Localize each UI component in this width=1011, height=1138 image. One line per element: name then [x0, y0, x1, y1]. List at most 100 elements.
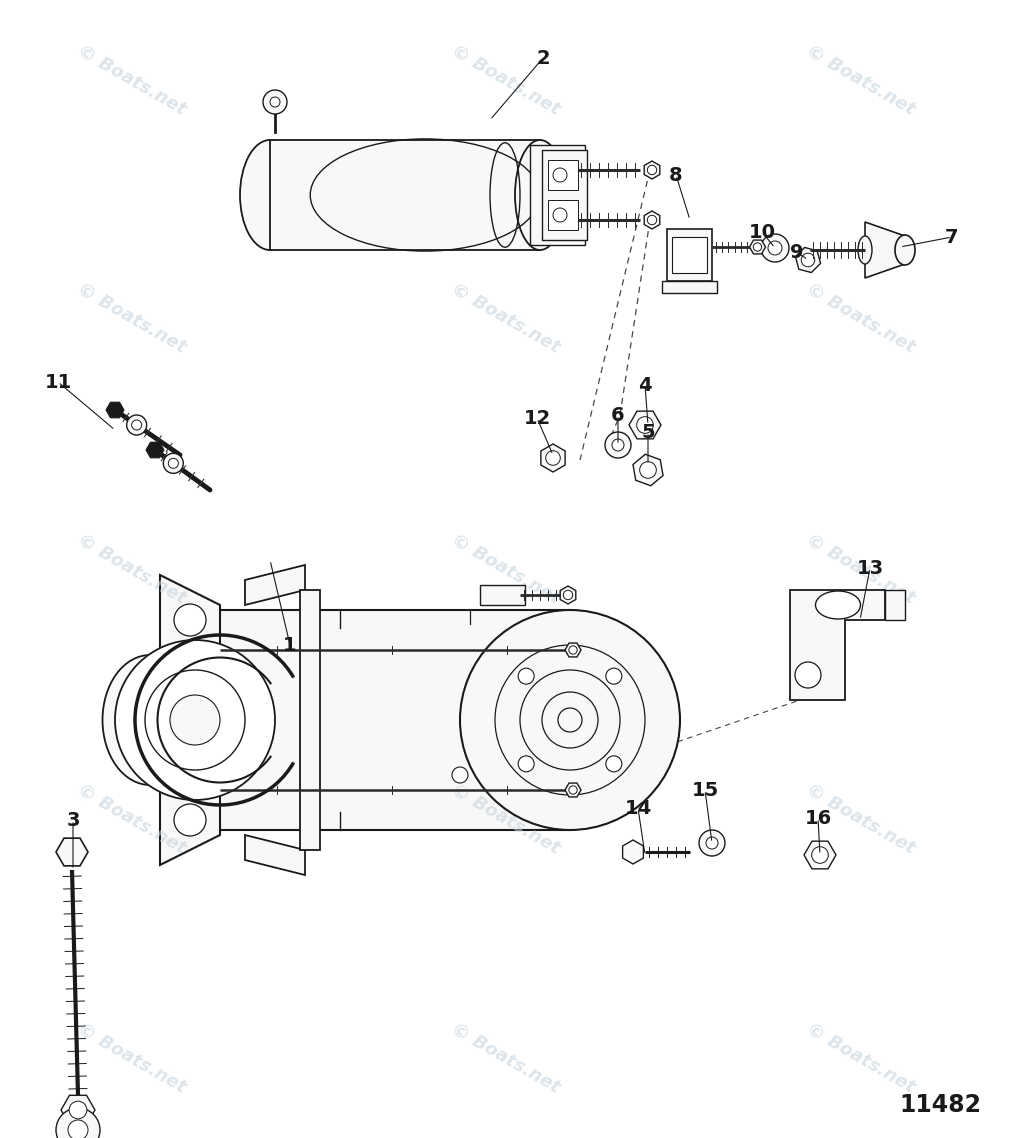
Bar — [672, 237, 707, 273]
Polygon shape — [864, 222, 904, 278]
Text: © Boats.net: © Boats.net — [448, 280, 563, 357]
Text: 3: 3 — [66, 810, 80, 830]
Circle shape — [518, 756, 534, 772]
Text: 10: 10 — [748, 223, 774, 241]
Circle shape — [801, 254, 814, 266]
Polygon shape — [644, 211, 659, 229]
Polygon shape — [803, 841, 835, 868]
Text: © Boats.net: © Boats.net — [802, 530, 917, 608]
Text: © Boats.net: © Boats.net — [74, 1020, 189, 1097]
Text: © Boats.net: © Boats.net — [448, 781, 563, 858]
Circle shape — [706, 838, 717, 849]
Circle shape — [174, 604, 206, 636]
Polygon shape — [560, 586, 575, 604]
Text: 8: 8 — [668, 165, 682, 184]
Ellipse shape — [515, 140, 564, 250]
Polygon shape — [749, 240, 764, 254]
Ellipse shape — [857, 236, 871, 264]
Circle shape — [170, 695, 219, 745]
Circle shape — [760, 234, 789, 262]
Text: 2: 2 — [536, 49, 549, 67]
Circle shape — [795, 662, 820, 688]
Polygon shape — [245, 564, 304, 605]
Circle shape — [606, 668, 621, 684]
Circle shape — [552, 168, 566, 182]
Circle shape — [263, 90, 287, 114]
Text: 6: 6 — [611, 405, 624, 424]
Circle shape — [811, 847, 827, 864]
Text: © Boats.net: © Boats.net — [802, 41, 917, 118]
Ellipse shape — [127, 683, 182, 758]
Circle shape — [636, 417, 653, 434]
Text: 13: 13 — [855, 559, 883, 577]
Circle shape — [131, 420, 142, 430]
Polygon shape — [790, 589, 885, 700]
Bar — [548, 200, 577, 230]
Polygon shape — [106, 402, 124, 418]
Circle shape — [460, 610, 679, 830]
Text: © Boats.net: © Boats.net — [74, 781, 189, 858]
Text: 11482: 11482 — [898, 1092, 980, 1118]
Text: © Boats.net: © Boats.net — [802, 280, 917, 357]
Ellipse shape — [102, 655, 197, 785]
Text: 16: 16 — [804, 808, 831, 827]
Circle shape — [518, 668, 534, 684]
Polygon shape — [540, 444, 564, 472]
Text: 9: 9 — [790, 242, 803, 262]
Text: © Boats.net: © Boats.net — [74, 530, 189, 608]
Circle shape — [647, 215, 656, 224]
Circle shape — [270, 97, 280, 107]
Bar — [542, 150, 586, 240]
Bar — [479, 585, 525, 605]
Circle shape — [639, 462, 656, 478]
Circle shape — [552, 208, 566, 222]
Polygon shape — [564, 643, 580, 657]
Circle shape — [606, 756, 621, 772]
Text: © Boats.net: © Boats.net — [74, 41, 189, 118]
Circle shape — [115, 640, 275, 800]
Ellipse shape — [240, 140, 299, 250]
Text: 4: 4 — [638, 376, 651, 395]
Polygon shape — [644, 160, 659, 179]
Circle shape — [568, 646, 576, 654]
Circle shape — [612, 439, 624, 451]
Bar — [667, 229, 712, 281]
Polygon shape — [564, 783, 580, 797]
Polygon shape — [160, 575, 219, 865]
Polygon shape — [245, 835, 304, 875]
Bar — [530, 145, 584, 245]
Circle shape — [568, 786, 576, 794]
Circle shape — [126, 415, 147, 435]
Circle shape — [452, 767, 467, 783]
Text: 11: 11 — [44, 372, 72, 391]
Circle shape — [68, 1120, 88, 1138]
Circle shape — [752, 242, 761, 251]
Circle shape — [563, 591, 572, 600]
Circle shape — [605, 432, 631, 457]
Text: © Boats.net: © Boats.net — [448, 530, 563, 608]
Polygon shape — [146, 443, 164, 457]
Circle shape — [545, 451, 560, 465]
Circle shape — [767, 241, 782, 255]
Text: 12: 12 — [523, 409, 550, 428]
Circle shape — [168, 459, 178, 469]
Polygon shape — [629, 411, 660, 439]
Circle shape — [174, 805, 206, 836]
Text: © Boats.net: © Boats.net — [448, 1020, 563, 1097]
Text: 14: 14 — [624, 799, 651, 817]
Text: 15: 15 — [691, 781, 718, 800]
Circle shape — [699, 830, 724, 856]
Bar — [299, 589, 319, 850]
Text: © Boats.net: © Boats.net — [448, 41, 563, 118]
Bar — [270, 140, 540, 250]
Polygon shape — [61, 1095, 95, 1124]
Text: 1: 1 — [283, 635, 296, 654]
Polygon shape — [885, 589, 904, 620]
Text: 5: 5 — [641, 422, 654, 442]
Circle shape — [69, 1102, 87, 1119]
Text: © Boats.net: © Boats.net — [802, 781, 917, 858]
Bar — [662, 281, 717, 292]
Ellipse shape — [815, 591, 859, 619]
Ellipse shape — [894, 236, 914, 265]
Text: © Boats.net: © Boats.net — [74, 280, 189, 357]
